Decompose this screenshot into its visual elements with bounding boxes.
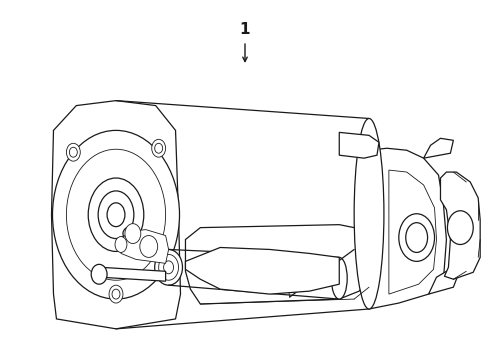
Ellipse shape bbox=[141, 242, 157, 253]
Polygon shape bbox=[429, 271, 458, 294]
Ellipse shape bbox=[66, 143, 80, 161]
Ellipse shape bbox=[140, 235, 158, 257]
Polygon shape bbox=[101, 267, 166, 281]
Ellipse shape bbox=[70, 147, 77, 157]
Ellipse shape bbox=[91, 264, 107, 284]
Polygon shape bbox=[185, 247, 339, 294]
Polygon shape bbox=[51, 100, 180, 329]
Ellipse shape bbox=[66, 149, 166, 280]
Ellipse shape bbox=[125, 224, 141, 243]
Text: 1: 1 bbox=[240, 22, 250, 37]
Ellipse shape bbox=[155, 249, 182, 285]
Ellipse shape bbox=[88, 178, 144, 251]
Polygon shape bbox=[369, 118, 446, 309]
Polygon shape bbox=[185, 225, 369, 304]
Ellipse shape bbox=[115, 237, 127, 252]
Ellipse shape bbox=[399, 214, 435, 261]
Ellipse shape bbox=[447, 211, 473, 244]
Polygon shape bbox=[119, 230, 169, 264]
Ellipse shape bbox=[406, 223, 428, 252]
Ellipse shape bbox=[152, 139, 166, 157]
Ellipse shape bbox=[331, 257, 347, 299]
Ellipse shape bbox=[112, 289, 120, 299]
Ellipse shape bbox=[123, 227, 139, 240]
Polygon shape bbox=[389, 170, 437, 294]
Ellipse shape bbox=[109, 285, 123, 303]
Ellipse shape bbox=[107, 203, 125, 227]
Ellipse shape bbox=[155, 143, 163, 153]
Ellipse shape bbox=[98, 191, 134, 239]
Polygon shape bbox=[424, 138, 453, 158]
Ellipse shape bbox=[354, 118, 384, 309]
Polygon shape bbox=[441, 172, 480, 279]
Polygon shape bbox=[339, 132, 379, 158]
Ellipse shape bbox=[52, 130, 179, 299]
Ellipse shape bbox=[159, 255, 178, 280]
Ellipse shape bbox=[164, 261, 173, 274]
